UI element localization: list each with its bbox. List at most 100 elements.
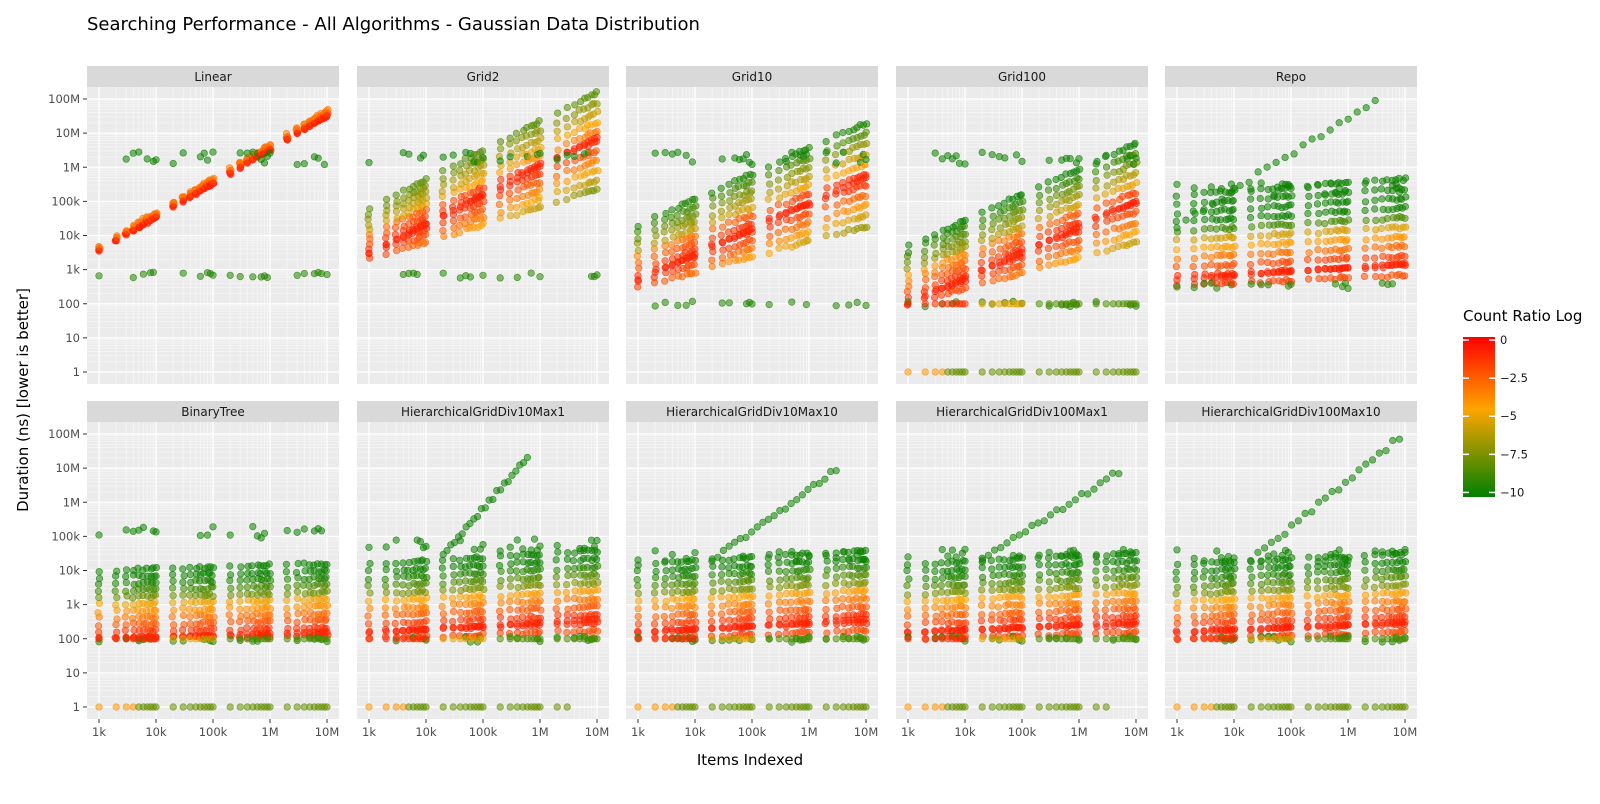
data-point (227, 704, 234, 711)
data-point (594, 616, 601, 623)
data-point (863, 121, 870, 128)
data-point (266, 561, 273, 568)
data-point (96, 704, 103, 711)
data-point (1094, 205, 1101, 212)
data-point (130, 601, 137, 608)
data-point (823, 572, 830, 579)
data-point (496, 193, 503, 200)
data-point (537, 598, 544, 605)
data-point (324, 610, 331, 617)
data-point (237, 164, 244, 171)
data-point (652, 227, 659, 234)
data-point (400, 187, 407, 194)
data-point (1378, 225, 1385, 232)
data-point (776, 599, 783, 606)
data-point (1076, 224, 1083, 231)
data-point (114, 616, 121, 623)
data-point (833, 220, 840, 227)
data-point (1201, 216, 1208, 223)
facet-strip-label: Grid100 (998, 70, 1046, 84)
data-point (1344, 227, 1351, 234)
data-point (237, 273, 244, 280)
data-point (227, 563, 234, 570)
data-point (662, 628, 669, 635)
data-point (765, 196, 772, 203)
data-point (210, 704, 217, 711)
data-point (564, 636, 571, 643)
data-point (748, 196, 755, 203)
data-point (719, 214, 726, 221)
data-point (553, 180, 560, 187)
data-point (1019, 269, 1026, 276)
data-point (462, 214, 469, 221)
data-point (366, 704, 373, 711)
data-point (538, 607, 545, 614)
data-point (1230, 251, 1237, 258)
data-point (393, 568, 400, 575)
data-point (440, 611, 447, 618)
data-point (95, 629, 102, 636)
data-point (383, 251, 390, 258)
data-point (95, 623, 102, 630)
data-point (563, 115, 570, 122)
data-point (693, 619, 700, 626)
data-point (1401, 243, 1408, 250)
data-point (962, 369, 969, 376)
data-point (1345, 217, 1352, 224)
data-point (719, 588, 726, 595)
data-point (719, 224, 726, 231)
y-tick-label: 100 (58, 632, 80, 646)
data-point (553, 582, 560, 589)
data-point (498, 209, 505, 216)
data-point (807, 155, 814, 162)
data-point (513, 568, 520, 575)
data-point (367, 605, 374, 612)
data-point (788, 599, 795, 606)
data-point (505, 478, 512, 485)
data-point (365, 613, 372, 620)
data-point (1247, 206, 1254, 213)
data-point (1246, 179, 1253, 186)
data-point (1036, 301, 1043, 308)
data-point (1344, 254, 1351, 261)
data-point (423, 617, 430, 624)
data-point (953, 153, 960, 160)
data-point (96, 575, 103, 582)
data-point (782, 226, 789, 233)
data-point (1273, 159, 1280, 166)
data-point (1075, 201, 1082, 208)
data-point (635, 598, 642, 605)
data-point (480, 563, 487, 570)
data-point (450, 636, 457, 643)
facet-strip-label: Linear (194, 70, 231, 84)
data-point (324, 602, 331, 609)
data-point (323, 574, 330, 581)
data-point (210, 636, 217, 643)
data-point (514, 559, 521, 566)
data-point (1362, 263, 1369, 270)
data-point (456, 601, 463, 608)
data-point (807, 598, 814, 605)
data-point (823, 636, 830, 643)
data-point (1104, 183, 1111, 190)
data-point (767, 224, 774, 231)
data-point (1378, 186, 1385, 193)
data-point (422, 604, 429, 611)
data-point (1345, 245, 1352, 252)
data-point (661, 613, 668, 620)
data-point (1300, 142, 1307, 149)
data-point (497, 636, 504, 643)
data-point (482, 505, 489, 512)
data-point (709, 263, 716, 270)
data-point (670, 573, 677, 580)
data-point (1248, 251, 1255, 258)
data-point (170, 622, 177, 629)
data-point (187, 621, 194, 628)
data-point (294, 636, 301, 643)
data-point (564, 549, 571, 556)
data-point (1379, 245, 1386, 252)
data-point (423, 636, 430, 643)
data-point (1103, 369, 1110, 376)
data-point (719, 564, 726, 571)
